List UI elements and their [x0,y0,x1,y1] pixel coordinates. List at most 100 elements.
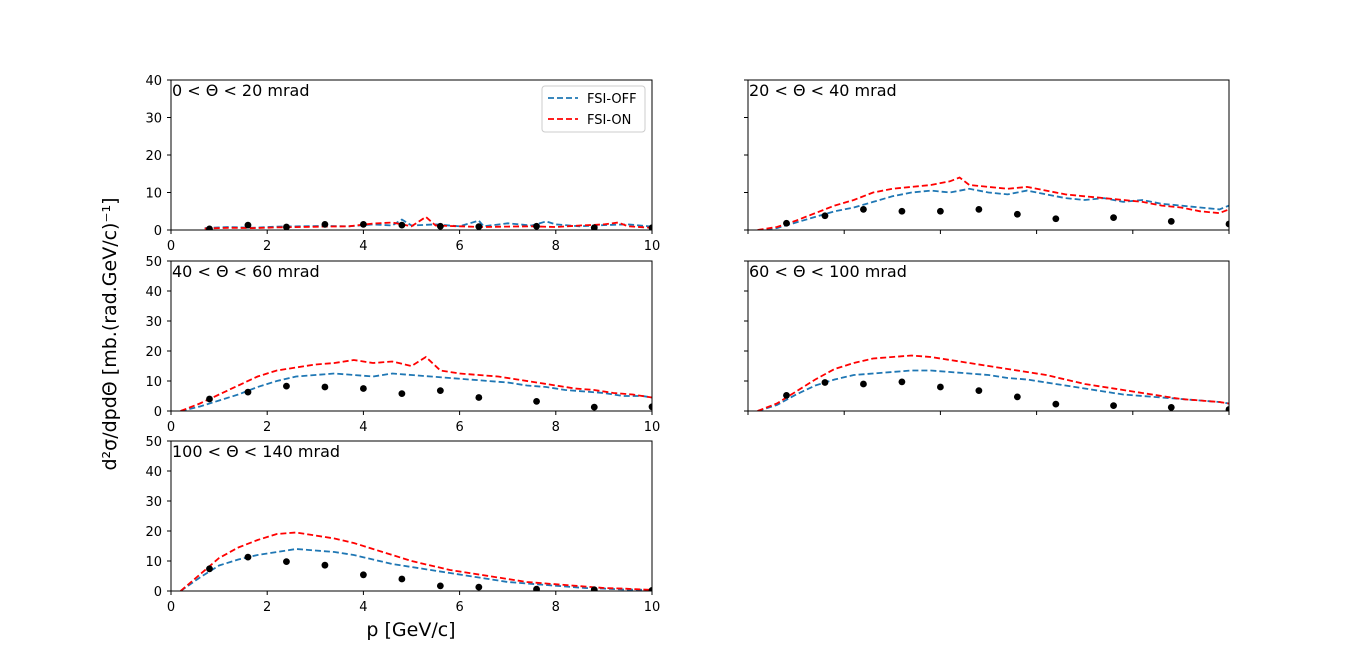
data-point [590,224,598,230]
data-point [398,221,406,229]
series-line-fsi-on [180,355,652,411]
data-point [937,383,944,391]
data-point [206,565,213,573]
data-point [360,385,367,392]
data-point [975,387,983,394]
data-point [1110,214,1117,222]
data-point [283,382,290,390]
data-point [898,207,906,215]
legend: FSI-OFF FSI-ON [541,85,646,133]
legend-label: FSI-ON [587,113,631,128]
data-point [533,398,540,405]
data-point [206,395,213,403]
y-tick-label: 10 [145,375,162,390]
subplot-2: 20 < Θ < 40 mrad [744,79,1230,234]
x-tick-label: 2 [263,239,271,254]
data-point [436,222,444,230]
data-point [321,220,329,228]
x-tick-label: 10 [644,420,661,435]
data-point [937,207,944,215]
data-point [821,379,829,386]
data-point [1013,393,1021,401]
axes-frame [170,440,653,592]
panel-title: 60 < Θ < 100 mrad [749,262,907,281]
x-tick-label: 0 [167,420,175,435]
data-point [1167,217,1175,225]
y-tick-label: 0 [154,585,162,600]
panel-title: 0 < Θ < 20 mrad [172,81,310,100]
y-tick-label: 10 [145,555,162,570]
data-point [321,383,329,391]
data-point [975,205,983,213]
data-point [283,558,290,565]
data-point [1225,220,1229,228]
x-tick-label: 8 [552,239,560,254]
data-point [648,224,652,230]
data-point [533,222,540,230]
x-tick-label: 6 [455,600,463,615]
data-point [1110,402,1117,409]
data-point [398,390,406,397]
y-tick-label: 0 [154,224,162,239]
axes-frame [747,79,1230,231]
x-tick-label: 8 [552,600,560,615]
data-point [783,219,790,227]
x-tick-label: 4 [359,239,367,254]
y-tick-label: 20 [145,525,162,540]
x-tick-label: 0 [167,239,175,254]
data-point [475,583,483,591]
series-line-fsi-off [180,548,652,591]
y-tick-label: 30 [145,112,162,127]
data-point [860,380,867,388]
data-point [821,212,829,220]
series-line-fsi-on [757,354,1229,411]
axes-frame [170,79,653,231]
x-tick-label: 4 [359,600,367,615]
data-point [860,205,867,213]
data-point [590,586,598,591]
y-tick-label: 20 [145,149,162,164]
data-point [360,571,367,579]
data-point [321,561,329,569]
y-tick-label: 20 [145,345,162,360]
data-point [648,587,652,591]
subplot-5: 0 10 20 30 40 50 0 2 4 6 8 10 100 < Θ < 140 mrad [145,435,660,615]
data-point [1052,215,1060,223]
panel-title: 100 < Θ < 140 mrad [172,442,340,461]
x-tick-label: 8 [552,420,560,435]
data-point [244,553,252,561]
series-line-fsi-on [757,176,1229,230]
data-point [244,221,252,229]
series-line-fsi-off [180,372,652,411]
axes-frame [747,260,1230,412]
y-tick-label: 0 [154,405,162,420]
data-point [398,575,406,583]
data-point [898,378,906,386]
series-line-fsi-off [757,369,1229,411]
data-point [783,392,790,399]
data-point [475,223,483,230]
series-line-fsi-on [180,531,652,591]
data-point [436,387,444,394]
subplot-4: 60 < Θ < 100 mrad [744,260,1230,415]
legend-label: FSI-OFF [587,92,637,107]
x-tick-label: 10 [644,239,661,254]
data-point [533,585,540,591]
y-tick-label: 40 [145,465,162,480]
x-tick-label: 2 [263,420,271,435]
panel-title: 20 < Θ < 40 mrad [749,81,897,100]
subplot-3: 0 10 20 30 40 50 0 2 4 6 8 10 40 < Θ < 60 mrad [145,255,660,435]
data-point [1013,210,1021,218]
y-tick-label: 50 [145,435,162,450]
x-axis-label: p [GeV/c] [366,619,455,641]
x-tick-label: 2 [263,600,271,615]
data-point [1167,404,1175,411]
data-point [244,388,252,396]
x-tick-label: 4 [359,420,367,435]
data-point [648,403,652,411]
axes-frame [170,260,653,412]
data-point [206,225,213,230]
series-line-fsi-off [757,187,1229,230]
